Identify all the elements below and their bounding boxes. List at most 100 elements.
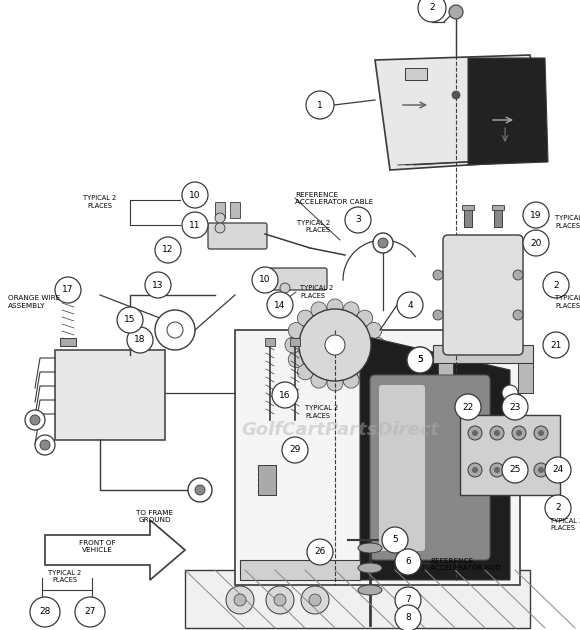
Circle shape — [285, 337, 301, 353]
Text: 11: 11 — [189, 220, 201, 229]
Text: 10: 10 — [259, 275, 271, 285]
Circle shape — [182, 212, 208, 238]
Circle shape — [280, 295, 290, 305]
Bar — [290, 338, 300, 346]
Circle shape — [468, 426, 482, 440]
Circle shape — [155, 310, 195, 350]
Circle shape — [252, 267, 278, 293]
Circle shape — [188, 478, 212, 502]
Circle shape — [516, 430, 522, 436]
Circle shape — [327, 299, 343, 315]
Circle shape — [117, 307, 143, 333]
Text: GolfCartPartsDirect: GolfCartPartsDirect — [241, 421, 439, 439]
Bar — [60, 338, 76, 346]
Circle shape — [534, 426, 548, 440]
Text: 2: 2 — [429, 4, 435, 13]
Circle shape — [195, 485, 205, 495]
Bar — [492, 205, 504, 210]
Text: 29: 29 — [289, 445, 300, 454]
Circle shape — [40, 440, 50, 450]
Polygon shape — [185, 570, 530, 628]
Polygon shape — [375, 55, 545, 170]
Bar — [464, 207, 472, 227]
Polygon shape — [468, 58, 548, 165]
Circle shape — [490, 426, 504, 440]
Circle shape — [30, 415, 40, 425]
Circle shape — [449, 5, 463, 19]
Circle shape — [502, 385, 518, 401]
Circle shape — [494, 467, 500, 473]
Circle shape — [325, 335, 345, 355]
Circle shape — [343, 372, 359, 388]
Circle shape — [309, 594, 321, 606]
Text: 8: 8 — [405, 614, 411, 622]
Circle shape — [513, 310, 523, 320]
Circle shape — [538, 467, 544, 473]
Text: REFERENCE
ACCELERATOR CABLE: REFERENCE ACCELERATOR CABLE — [295, 192, 374, 205]
Circle shape — [373, 233, 393, 253]
Circle shape — [502, 457, 528, 483]
Circle shape — [311, 302, 327, 318]
Text: TYPICAL 2
PLACES: TYPICAL 2 PLACES — [555, 295, 580, 309]
Text: TYPICAL 2
PLACES: TYPICAL 2 PLACES — [48, 570, 82, 583]
Circle shape — [215, 223, 225, 233]
Circle shape — [455, 394, 481, 420]
Circle shape — [523, 202, 549, 228]
Circle shape — [75, 597, 105, 627]
Circle shape — [267, 292, 293, 318]
FancyBboxPatch shape — [268, 268, 327, 290]
Text: 5: 5 — [417, 355, 423, 365]
Circle shape — [299, 309, 371, 381]
Text: 13: 13 — [152, 280, 164, 290]
Text: 5: 5 — [392, 536, 398, 544]
Circle shape — [226, 586, 254, 614]
Circle shape — [472, 430, 478, 436]
Circle shape — [55, 277, 81, 303]
Text: 15: 15 — [124, 316, 136, 324]
Circle shape — [274, 594, 286, 606]
Bar — [460, 415, 560, 495]
Circle shape — [357, 310, 373, 326]
Bar — [240, 560, 360, 580]
Circle shape — [182, 182, 208, 208]
Circle shape — [452, 91, 460, 99]
Bar — [494, 207, 502, 227]
Circle shape — [127, 327, 153, 353]
Circle shape — [30, 597, 60, 627]
FancyBboxPatch shape — [443, 235, 523, 355]
Text: 3: 3 — [355, 215, 361, 224]
Circle shape — [395, 605, 421, 630]
Text: 24: 24 — [552, 466, 564, 474]
Bar — [433, 345, 533, 363]
Circle shape — [395, 549, 421, 575]
Polygon shape — [360, 335, 510, 580]
Circle shape — [523, 230, 549, 256]
Circle shape — [306, 91, 334, 119]
Circle shape — [545, 457, 571, 483]
Circle shape — [369, 337, 385, 353]
Ellipse shape — [358, 563, 382, 573]
Text: 1: 1 — [317, 101, 323, 110]
Text: 21: 21 — [550, 340, 561, 350]
Circle shape — [155, 237, 181, 263]
Circle shape — [366, 323, 382, 338]
Circle shape — [298, 364, 313, 380]
FancyBboxPatch shape — [379, 385, 425, 551]
Text: 23: 23 — [509, 403, 521, 411]
Text: 26: 26 — [314, 547, 326, 556]
Bar — [405, 68, 427, 80]
Bar — [230, 202, 240, 218]
Text: 22: 22 — [462, 403, 474, 411]
FancyBboxPatch shape — [208, 223, 267, 249]
Text: ORANGE WIRE
ASSEMBLY: ORANGE WIRE ASSEMBLY — [8, 295, 60, 309]
Circle shape — [215, 213, 225, 223]
Circle shape — [35, 435, 55, 455]
Text: 16: 16 — [279, 391, 291, 399]
Circle shape — [25, 410, 45, 430]
Bar — [235, 330, 520, 585]
Text: 7: 7 — [405, 595, 411, 605]
Circle shape — [382, 527, 408, 553]
Circle shape — [234, 594, 246, 606]
Circle shape — [534, 463, 548, 477]
Bar — [55, 350, 165, 440]
